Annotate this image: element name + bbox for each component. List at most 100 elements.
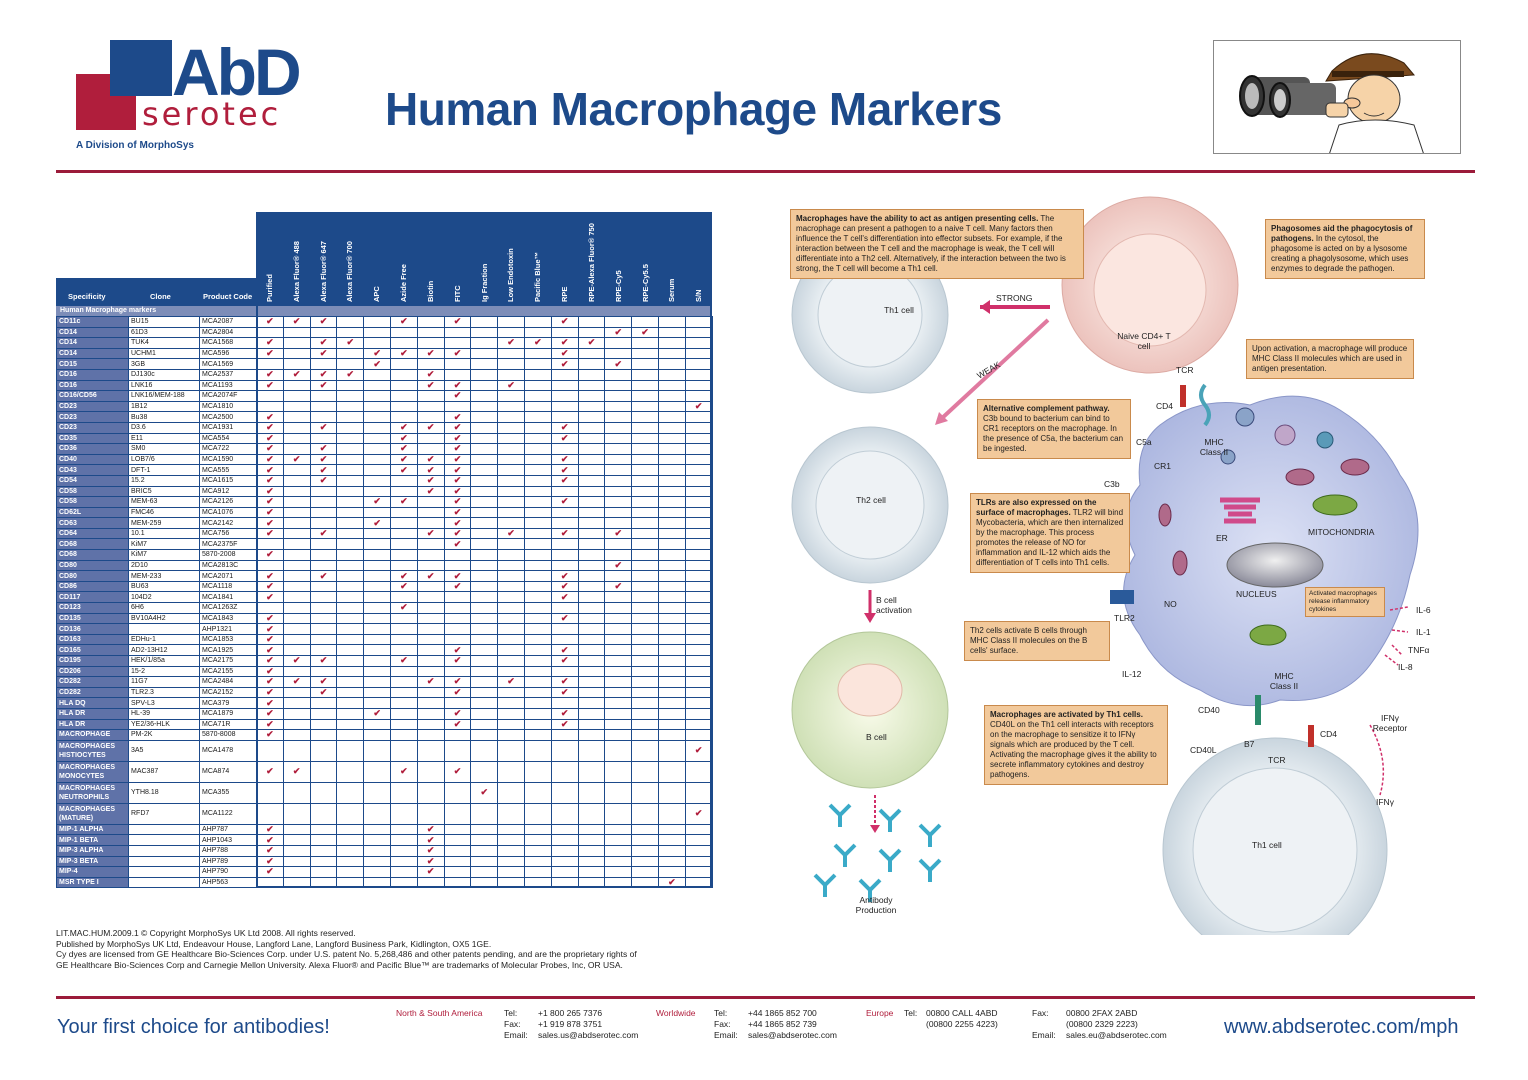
empty-cell — [416, 432, 445, 445]
cell-product-code: MCA2155 — [199, 665, 257, 678]
check-icon: ✔ — [604, 326, 633, 339]
empty-cell — [657, 559, 686, 572]
empty-cell — [389, 781, 418, 804]
legal-line: Cy dyes are licensed from GE Healthcare … — [56, 949, 637, 959]
empty-cell — [443, 623, 472, 635]
check-icon: ✔ — [256, 844, 284, 857]
check-icon: ✔ — [389, 453, 418, 466]
check-icon: ✔ — [363, 517, 391, 529]
label-il12: IL-12 — [1122, 669, 1142, 679]
empty-cell — [256, 802, 284, 825]
empty-cell — [604, 432, 633, 445]
label-tcr-top: TCR — [1176, 365, 1194, 375]
column-header-label: RPE — [560, 286, 570, 302]
email-link[interactable]: sales@abdserotec.com — [748, 1030, 837, 1040]
cell-specificity: CD80 — [56, 559, 129, 572]
check-icon: ✔ — [443, 655, 472, 667]
cell-product-code: MCA2071 — [199, 570, 257, 582]
check-icon: ✔ — [443, 707, 472, 720]
check-icon: ✔ — [389, 496, 418, 508]
cell-clone: SPV-L3 — [128, 697, 200, 709]
check-icon: ✔ — [309, 570, 338, 582]
email-link[interactable]: sales.eu@abdserotec.com — [1066, 1030, 1167, 1040]
empty-cell — [657, 580, 686, 593]
table-row: HLA DR HL-39 MCA1879 ✔ ✔ ✔ ✔ — [56, 707, 713, 720]
empty-cell — [336, 453, 365, 466]
empty-cell — [523, 549, 552, 561]
check-icon: ✔ — [443, 379, 472, 392]
empty-cell — [631, 876, 659, 889]
empty-cell — [684, 506, 713, 519]
empty-cell — [684, 496, 713, 508]
empty-cell — [497, 538, 525, 551]
empty-cell — [577, 729, 606, 741]
callout-complement: Alternative complement pathway. C3b boun… — [977, 399, 1131, 459]
empty-cell — [684, 432, 713, 445]
cell-specificity: CD35 — [56, 432, 129, 445]
empty-cell — [363, 379, 391, 392]
check-icon: ✔ — [256, 686, 284, 699]
table-row: CD43 DFT-1 MCA555 ✔ ✔ ✔ ✔ ✔ ✔ — [56, 464, 713, 476]
empty-cell — [577, 718, 606, 731]
empty-cell — [523, 644, 552, 656]
logo-abd-text: AbD — [172, 35, 302, 109]
empty-cell — [470, 496, 499, 508]
empty-cell — [684, 368, 713, 381]
empty-cell — [523, 316, 552, 328]
empty-cell — [470, 665, 499, 678]
email-link[interactable]: sales.us@abdserotec.com — [538, 1030, 639, 1040]
empty-cell — [470, 464, 499, 476]
table-row: MSR TYPE I AHP563 ✔ — [56, 876, 713, 889]
empty-cell — [389, 729, 418, 741]
empty-cell — [684, 358, 713, 370]
check-icon: ✔ — [604, 358, 633, 370]
empty-cell — [577, 453, 606, 466]
empty-cell — [470, 316, 499, 328]
cell-product-code: AHP563 — [199, 876, 257, 889]
empty-cell — [604, 623, 633, 635]
cell-clone: BU15 — [128, 316, 200, 328]
empty-cell — [336, 781, 365, 804]
label-cd4-bottom: CD4 — [1320, 729, 1338, 739]
empty-cell — [336, 443, 365, 455]
empty-cell — [336, 739, 365, 762]
empty-cell — [389, 686, 418, 699]
table-row: CD86 BU63 MCA1118 ✔ ✔ ✔ ✔ ✔ — [56, 580, 713, 593]
empty-cell — [523, 686, 552, 699]
empty-cell — [336, 760, 365, 783]
empty-cell — [497, 358, 525, 370]
empty-cell — [523, 432, 552, 445]
empty-cell — [416, 538, 445, 551]
empty-cell — [577, 834, 606, 846]
empty-cell — [363, 855, 391, 868]
check-icon: ✔ — [256, 855, 284, 868]
check-icon: ✔ — [443, 474, 472, 487]
empty-cell — [389, 834, 418, 846]
fax-label: Fax: — [714, 1019, 731, 1029]
empty-cell — [309, 718, 338, 731]
empty-cell — [631, 612, 659, 625]
empty-cell — [256, 326, 284, 339]
empty-cell — [470, 337, 499, 349]
empty-cell — [577, 358, 606, 370]
empty-cell — [336, 707, 365, 720]
table-row: CD14 61D3 MCA2804 ✔ ✔ — [56, 326, 713, 339]
cell-product-code: MCA379 — [199, 697, 257, 709]
region-label: Europe — [866, 1008, 894, 1018]
column-header-label: Biotin — [425, 280, 435, 302]
empty-cell — [363, 718, 391, 731]
cell-clone — [128, 844, 200, 857]
empty-cell — [309, 697, 338, 709]
cell-specificity: MIP-3 BETA — [56, 855, 129, 868]
empty-cell — [550, 517, 579, 529]
empty-cell — [684, 655, 713, 667]
check-icon: ✔ — [550, 707, 579, 720]
website-link[interactable]: www.abdserotec.com/mph — [1224, 1016, 1459, 1038]
cell-specificity: HLA DR — [56, 707, 129, 720]
callout-body: The macrophage can present a pathogen to… — [796, 214, 1066, 273]
table-row: MIP-1 ALPHA AHP787 ✔ ✔ — [56, 823, 713, 836]
cell-clone: 1B12 — [128, 400, 200, 413]
empty-cell — [550, 443, 579, 455]
empty-cell — [497, 559, 525, 572]
empty-cell — [309, 802, 338, 825]
